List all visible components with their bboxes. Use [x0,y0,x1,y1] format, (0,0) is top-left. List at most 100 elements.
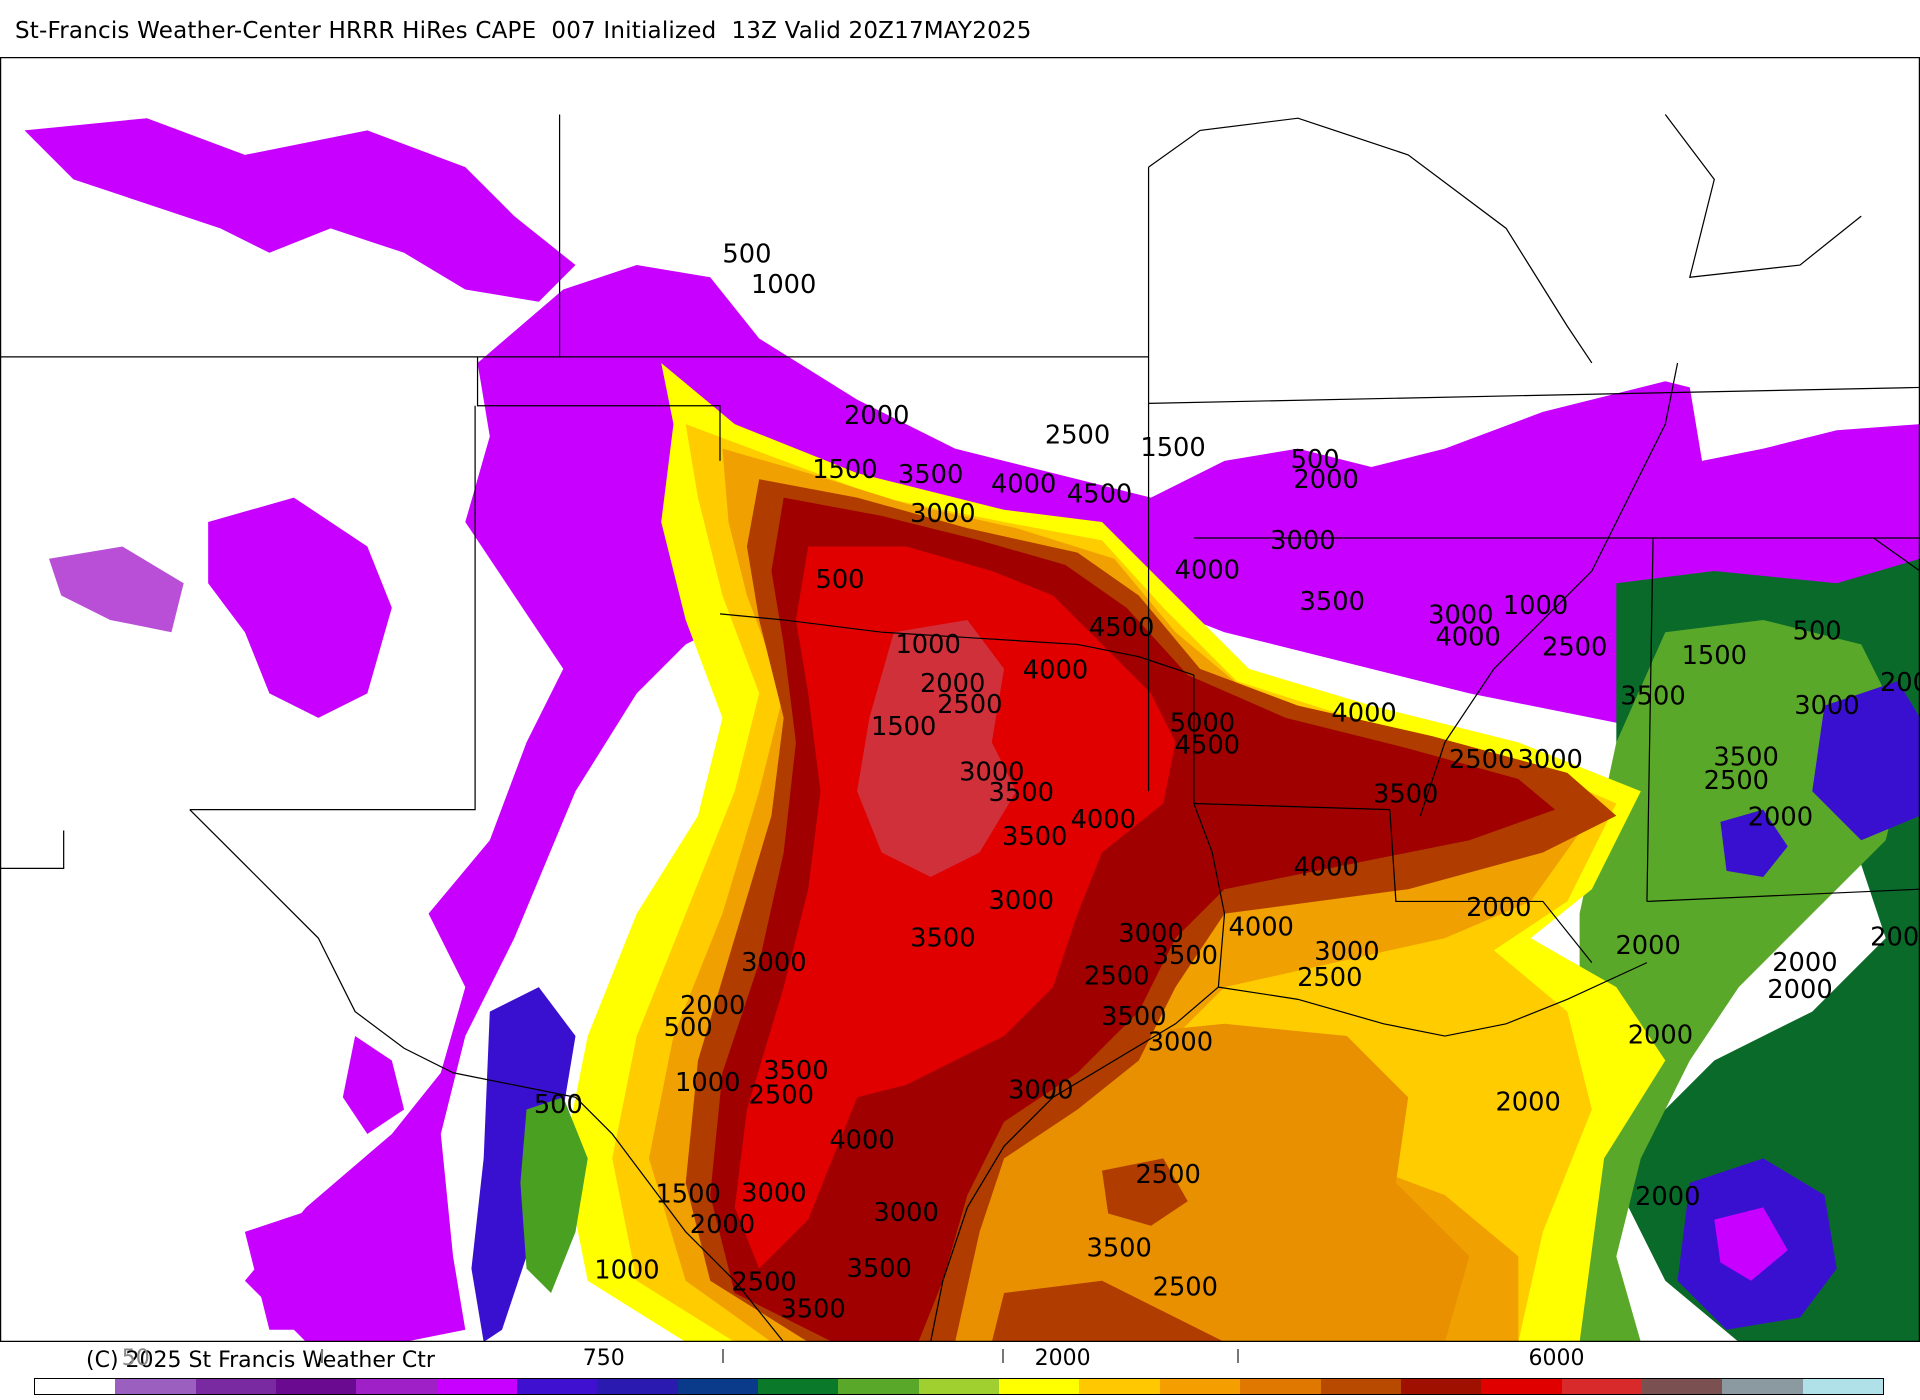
colorbar-tick-mark [320,1349,323,1363]
cape-band-red [734,546,1176,1269]
contour-label: 2500 [1153,1273,1218,1303]
colorbar-segment [276,1379,357,1394]
map-title: St-Francis Weather-Center HRRR HiRes CAP… [15,18,1032,44]
contour-label: 2500 [937,690,1002,720]
colorbar-segment [1802,1379,1883,1394]
contour-label: 2000 [1293,465,1358,495]
contour-label: 3500 [1101,1002,1166,1032]
border-northeast [1148,117,1593,364]
contour-label: 3500 [1620,681,1685,711]
contour-label: 4000 [991,470,1056,500]
contour-label: 3500 [1373,779,1438,809]
contour-label: 2500 [731,1268,796,1298]
colorbar-segment [758,1379,839,1394]
border-ok-tx-red-river [719,613,1195,676]
contour-label: 4000 [1175,555,1240,585]
cape-patch-purple-nw [24,118,576,302]
contour-label: 2000 [1870,922,1920,952]
contour-label: 3500 [763,1056,828,1086]
contour-label: 2000 [1635,1182,1700,1212]
colorbar-tick-label: 750 [582,1346,625,1371]
contour-label: 4000 [1071,805,1136,835]
coastline-louisiana [1218,962,1648,1037]
colorbar-segment [1400,1379,1482,1394]
contour-label: 3000 [910,499,975,529]
contour-label: 4000 [1331,699,1396,729]
colorbar-segment [597,1379,678,1394]
contour-label: 1000 [751,270,816,300]
border-ms-al [1646,537,1654,902]
cape-blob-blue-ne [1812,681,1920,841]
colorbar-segment [838,1379,919,1394]
colorbar-tick-label: 50 [121,1346,150,1371]
contour-label: 2000 [1748,803,1813,833]
border-tx-la [1193,675,1226,988]
border-mexico [189,809,576,1098]
border-mississippi-river [1419,362,1679,816]
contour-label: 2500 [1045,421,1110,451]
colorbar-segment [1481,1379,1562,1394]
contour-label: 3000 [1518,745,1583,775]
contour-label: 3000 [873,1198,938,1228]
colorbar-segment [1561,1379,1642,1394]
contour-label: 3000 [1428,601,1493,631]
contour-label: 4000 [1435,623,1500,653]
contour-label: 2500 [1542,632,1607,662]
contour-label: 1500 [1140,433,1205,463]
contour-label: 3500 [1713,743,1778,773]
contour-label: 3500 [1002,822,1067,852]
cape-patch-purple-sw [48,546,184,633]
contour-label: 1500 [812,455,877,485]
cape-map: 500 1000 2000 2500 1500 500 2000 1500 3500 4000 45… [0,57,1920,1342]
contour-label: 4500 [1175,730,1240,760]
colorbar-segment [1159,1379,1241,1394]
contour-label: 1000 [895,630,960,660]
cape-blob-blue-ms [1720,809,1788,877]
cape-band-crimson [857,619,1017,877]
border-panhandle [476,356,721,461]
colorbar-segment [356,1379,437,1394]
colorbar-segment [517,1379,598,1394]
contour-label: 1500 [871,712,936,742]
contour-label: 2000 [1615,931,1680,961]
colorbar-segment [195,1379,277,1394]
contour-label: 3500 [1153,941,1218,971]
contour-label: 4000 [1023,656,1088,686]
contour-label: 2500 [1084,962,1149,992]
colorbar-segment [436,1379,518,1394]
contour-label: 2000 [844,401,909,431]
colorbar-tick-label: 6000 [1528,1346,1585,1371]
contour-label: 4000 [1229,913,1294,943]
contour-label: 2000 [920,669,985,699]
cape-band-green-west-coast [520,1097,588,1294]
contour-label: 3000 [1118,919,1183,949]
contour-label: 1000 [594,1255,659,1285]
contour-label: 3000 [1270,526,1335,556]
contour-label: 3000 [1314,937,1379,967]
contour-label: 2500 [749,1080,814,1110]
cape-blob-rust-gulf2 [991,1280,1225,1342]
contour-label: 2000 [690,1210,755,1240]
contour-label: 500 [1291,445,1340,475]
contour-label: 3000 [741,1178,806,1208]
cape-patch-purple-w [208,497,392,718]
colorbar-segment [999,1379,1080,1394]
border-iowa [1664,114,1862,278]
border-gulf-coast [1646,888,1920,903]
contour-label: 2000 [1767,975,1832,1005]
contour-label: 2500 [1135,1160,1200,1190]
contour-label: 3500 [910,924,975,954]
copyright-text: (C) 2025 St Francis Weather Ctr [86,1348,435,1373]
contour-label: 3500 [989,778,1054,808]
contour-label: 2000 [1772,948,1837,978]
cape-patch-purple-tx [342,1036,405,1134]
colorbar-segment [1722,1379,1803,1394]
contour-label: 3000 [1008,1075,1073,1105]
contour-label: 2500 [1297,963,1362,993]
contour-label: 4000 [829,1126,894,1156]
contour-label: 500 [722,240,771,270]
contour-label: 4500 [1067,479,1132,509]
contour-label: 1500 [1682,641,1747,671]
